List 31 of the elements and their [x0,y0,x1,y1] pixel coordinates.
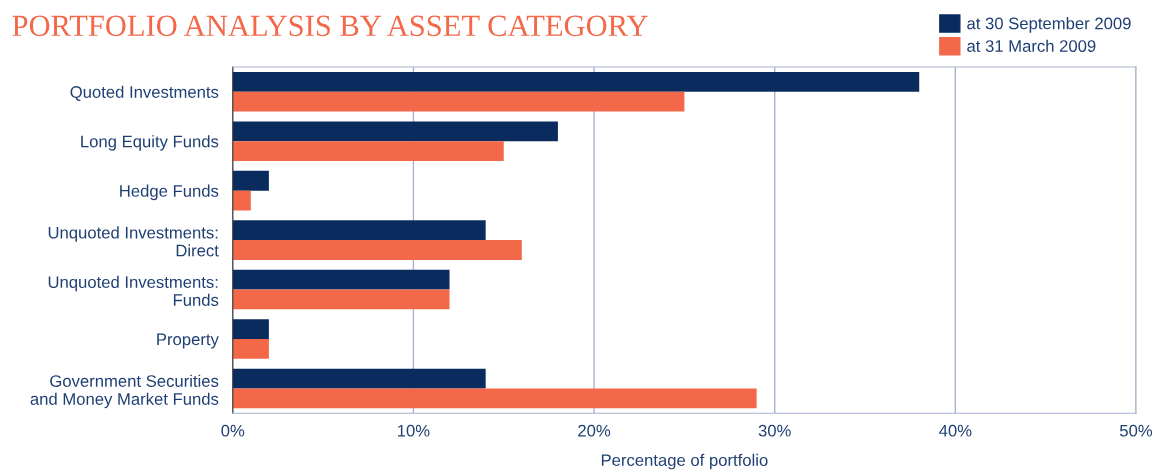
bar [232,91,685,112]
bar [232,319,269,340]
y-tick-label: Property [157,333,219,349]
x-tick-label: 10% [398,424,430,437]
legend-label: at 31 March 2009 [967,39,1096,52]
x-tick-label: 20% [578,424,611,437]
bar [232,170,269,191]
y-tick-label: Hedge Funds [120,184,219,201]
x-tick-label: 30% [758,424,791,437]
bar [232,269,450,290]
x-tick-label: 40% [939,424,972,437]
legend-label: at 30 September 2009 [967,17,1131,33]
bar [232,220,486,241]
bar [232,339,269,359]
bar [232,368,486,389]
bar [232,388,757,409]
y-tick-label: Long Equity Funds [81,135,219,151]
bar [232,240,522,260]
bar [232,121,558,142]
y-tick-label: Unquoted Investments: Funds [48,275,219,306]
y-tick-label: Government Securities and Money Market Funds [30,374,219,409]
chart-title: PORTFOLIO ANALYSIS BY ASSET CATEGORY [12,15,648,37]
bar [232,289,450,310]
bar [232,190,251,211]
bar [232,141,504,161]
x-tick-label: 50% [1119,424,1153,437]
bar [232,71,920,92]
y-tick-label: Unquoted Investments: Direct [48,226,219,257]
x-tick-label: 0% [221,424,245,437]
y-tick-label: Quoted Investments [70,85,219,101]
x-axis-title: Percentage of portfolio [601,453,768,470]
